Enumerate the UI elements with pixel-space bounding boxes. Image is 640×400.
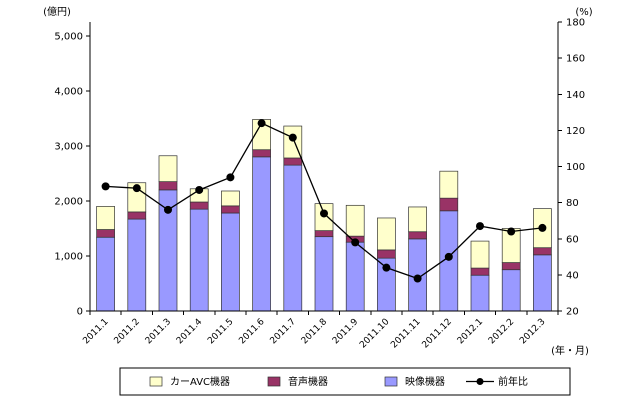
right-y-tick-label: 20 [566, 307, 579, 318]
car-avc-equipment-bar-segment [439, 170, 459, 199]
year-on-year-point [444, 252, 453, 261]
year-on-year-point [257, 119, 266, 128]
legend-label: 音声機器 [288, 375, 328, 388]
car-avc-equipment-bar-segment [377, 217, 396, 251]
right-y-tick-label: 100 [566, 162, 585, 173]
left-y-tick-label: 4,000 [54, 86, 83, 97]
video-equipment-bar-segment [96, 236, 115, 312]
audio-equipment-bar-segment [314, 230, 334, 238]
right-y-tick-label: 160 [566, 54, 585, 65]
right-y-tick-label: 140 [566, 90, 585, 101]
legend: カーAVC機器 音声機器 映像機器 前年比 [119, 367, 571, 396]
left-y-tick-label: 1,000 [54, 251, 83, 262]
legend-color-swatch [267, 376, 281, 387]
audio-equipment-bar-segment [377, 249, 396, 259]
year-on-year-point [164, 205, 172, 214]
video-equipment-bar-segment [314, 236, 334, 312]
car-avc-equipment-bar-segment [221, 190, 240, 207]
video-equipment-bar-segment [127, 218, 147, 312]
left-y-tick-label: 5,000 [54, 31, 83, 42]
video-equipment-bar-segment [533, 254, 552, 312]
video-equipment-bar-segment [283, 164, 303, 312]
year-on-year-point [101, 182, 110, 191]
right-y-tick-label: 60 [566, 234, 579, 245]
legend-label: 前年比 [498, 375, 528, 388]
audio-equipment-bar-segment [221, 205, 240, 214]
audio-equipment-bar-segment [252, 149, 271, 158]
car-avc-equipment-bar-segment [96, 206, 115, 230]
video-equipment-bar-segment [470, 274, 490, 312]
left-axis-unit-label: (億円) [43, 5, 71, 18]
legend-color-swatch [384, 376, 398, 387]
legend-item-car-avc-equipment: カーAVC機器 [149, 375, 230, 388]
audio-equipment-bar-segment [408, 231, 427, 240]
audio-equipment-bar-segment [283, 157, 303, 166]
audio-equipment-bar-segment [470, 267, 490, 276]
year-on-year-point [538, 223, 547, 232]
legend-color-swatch [149, 376, 163, 387]
legend-label: 映像機器 [405, 375, 445, 388]
car-avc-equipment-bar-segment [408, 206, 427, 233]
audio-equipment-bar-segment [439, 197, 459, 212]
right-axis-unit-label: (%) [575, 7, 592, 18]
year-on-year-point [351, 238, 360, 247]
audio-equipment-bar-segment [501, 262, 521, 271]
year-on-year-point [476, 222, 484, 231]
year-on-year-point [132, 184, 141, 193]
audio-equipment-bar-segment [127, 211, 147, 220]
audio-equipment-bar-segment [158, 181, 178, 191]
left-y-tick-label: 2,000 [54, 196, 83, 207]
car-avc-equipment-bar-segment [470, 240, 490, 269]
year-on-year-point [507, 227, 516, 236]
legend-item-video-equipment: 映像機器 [384, 375, 445, 388]
year-on-year-point [226, 173, 235, 182]
right-y-tick-label: 120 [566, 126, 585, 137]
legend-marker-swatch [476, 378, 484, 385]
left-y-tick-label: 3,000 [54, 141, 83, 152]
x-axis-unit-label: (年・月) [551, 344, 589, 357]
year-on-year-point [288, 133, 297, 142]
legend-frame [119, 367, 571, 396]
car-avc-equipment-bar-segment [127, 182, 147, 213]
left-y-tick-label: 0 [77, 307, 83, 318]
video-equipment-bar-segment [252, 156, 271, 312]
year-on-year-point [413, 274, 422, 283]
right-y-tick-label: 180 [566, 18, 585, 29]
car-avc-equipment-bar-segment [345, 204, 365, 237]
right-y-tick-label: 40 [566, 270, 579, 281]
audio-equipment-bar-segment [533, 247, 552, 256]
video-equipment-bar-segment [189, 208, 209, 312]
year-on-year-point [382, 263, 391, 272]
legend-item-year-on-year: 前年比 [466, 375, 528, 388]
video-equipment-bar-segment [221, 212, 240, 312]
video-equipment-bar-segment [345, 241, 365, 312]
audio-equipment-bar-segment [189, 201, 209, 210]
year-on-year-point [320, 209, 328, 218]
audio-equipment-bar-segment [96, 229, 115, 238]
legend-item-audio-equipment: 音声機器 [267, 375, 328, 388]
car-avc-equipment-bar-segment [158, 155, 178, 182]
legend-label: カーAVC機器 [170, 375, 230, 388]
video-equipment-bar-segment [501, 269, 521, 312]
right-y-tick-label: 80 [566, 198, 579, 209]
year-on-year-point [195, 185, 204, 194]
